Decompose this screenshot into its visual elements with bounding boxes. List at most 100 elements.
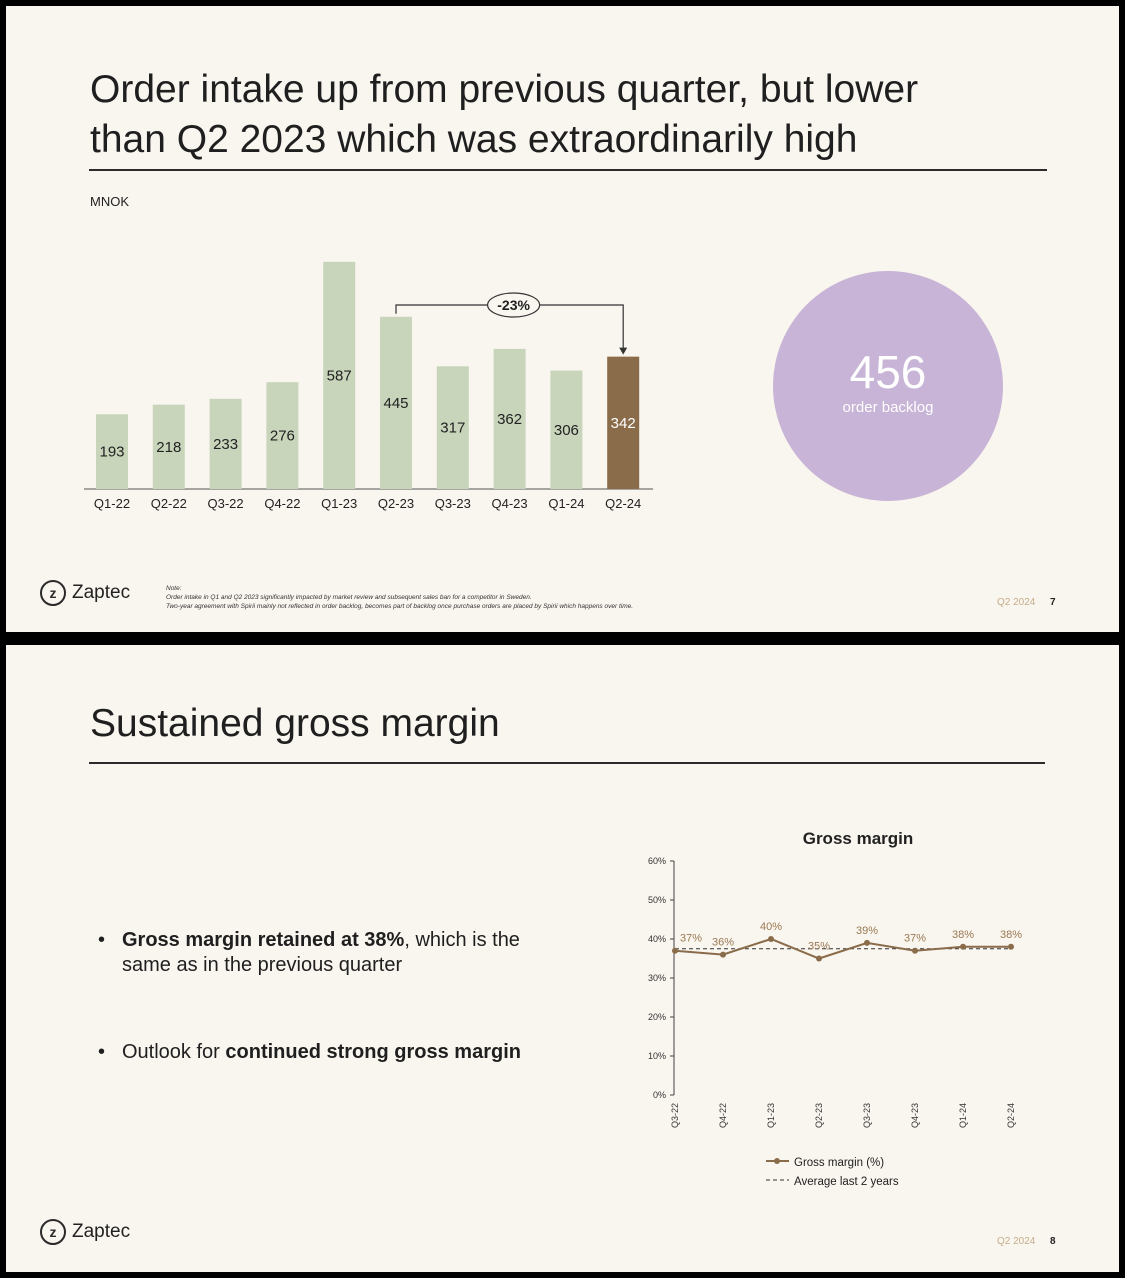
- data-point: [864, 939, 870, 946]
- bullet-item: • Gross margin retained at 38%, which is…: [98, 928, 568, 978]
- bar: [380, 316, 412, 489]
- x-tick-label: Q3-23: [862, 1103, 872, 1128]
- bar-value-label: 317: [440, 420, 465, 437]
- annotation-badge: [487, 292, 541, 318]
- data-point: [816, 955, 822, 962]
- footer-date: Q2 2024: [997, 597, 1036, 608]
- x-tick-label: Q4-23: [910, 1103, 920, 1128]
- y-tick-label: 0%: [653, 1090, 666, 1100]
- y-tick-label: 20%: [648, 1012, 666, 1022]
- bar-value-label: 445: [383, 395, 408, 412]
- x-tick-label: Q2-23: [814, 1103, 824, 1128]
- bullet-dot: •: [98, 1041, 106, 1063]
- data-label: 36%: [712, 937, 734, 949]
- x-tick-label: Q1-24: [958, 1103, 968, 1128]
- footer-date: Q2 2024: [997, 1236, 1036, 1247]
- x-tick-label: Q3-22: [670, 1103, 680, 1128]
- data-label: 39%: [856, 925, 878, 937]
- zaptec-logo-icon: z: [40, 580, 66, 606]
- data-point: [672, 947, 678, 954]
- x-tick-label: Q1-23: [321, 496, 357, 511]
- bar: [209, 398, 242, 489]
- gross-margin-chart: Gross margin 0% 10% 20% 30% 40% 50% 60% Q3-22 Q4-…: [648, 829, 1022, 1188]
- y-tick-label: 50%: [648, 895, 666, 905]
- y-tick-label: 60%: [648, 856, 666, 866]
- zaptec-logo: z Zaptec: [40, 1219, 130, 1245]
- annotation-arrowhead: [619, 347, 628, 355]
- slide-order-intake: Order intake up from previous quarter, b…: [6, 6, 1119, 632]
- bar-value-label: 276: [270, 428, 295, 445]
- bullet-bold: continued strong gross margin: [225, 1041, 521, 1063]
- bar: [266, 382, 299, 489]
- slide-gross-margin: Sustained gross margin • Gross margin re…: [6, 645, 1119, 1272]
- x-tick-label: Q4-22: [264, 496, 300, 511]
- footnote: Note: Order intake in Q1 and Q2 2023 sig…: [166, 584, 633, 611]
- bar-value-label: 233: [213, 436, 238, 453]
- title-divider: [89, 169, 1047, 171]
- legend-marker: [774, 1158, 780, 1164]
- note-heading: Note:: [166, 585, 182, 592]
- bar-value-label: 587: [327, 367, 352, 384]
- slide-title: Order intake up from previous quarter, b…: [90, 65, 918, 165]
- page-number: 7: [1050, 597, 1056, 608]
- bullet-list: • Gross margin retained at 38%, which is…: [98, 928, 568, 1065]
- annotation-label: -23%: [497, 297, 530, 313]
- x-tick-label: Q4-22: [718, 1103, 728, 1128]
- bar-value-label: 342: [611, 415, 636, 432]
- bar: [152, 404, 185, 489]
- title-divider: [89, 762, 1045, 764]
- x-tick-label: Q1-23: [766, 1103, 776, 1128]
- x-tick-label: Q4-23: [492, 496, 528, 511]
- note-line-2: Two-year agreement with Spirii mainly no…: [166, 603, 634, 610]
- y-tick-label: 30%: [648, 973, 666, 983]
- title-line-1: Order intake up from previous quarter, b…: [90, 68, 919, 111]
- bar: [436, 366, 469, 489]
- bar: [323, 261, 356, 489]
- x-tick-label: Q2-24: [605, 496, 641, 511]
- y-tick-label: 40%: [648, 934, 666, 944]
- bar-value-label: 218: [156, 439, 181, 456]
- slide-title: Sustained gross margin: [90, 702, 500, 745]
- bullet-bold: Gross margin retained at 38%: [122, 929, 405, 951]
- bar: [96, 414, 128, 489]
- data-point: [912, 947, 918, 954]
- x-tick-label: Q3-23: [435, 496, 471, 511]
- gross-margin-line: [674, 937, 1011, 960]
- x-tick-label: Q2-23: [378, 496, 414, 511]
- data-label: 38%: [1000, 929, 1022, 941]
- data-label: 40%: [760, 921, 782, 933]
- bullet-item: • Outlook for continued strong gross mar…: [98, 1040, 568, 1065]
- x-tick-label: Q1-22: [94, 496, 130, 511]
- zaptec-logo: z Zaptec: [40, 580, 130, 606]
- bar: [607, 356, 640, 489]
- legend-label: Gross margin (%): [794, 1157, 884, 1169]
- backlog-circle: 456 order backlog: [773, 271, 1003, 501]
- chart-title: Gross margin: [803, 829, 914, 848]
- x-tick-label: Q2-24: [1006, 1103, 1016, 1128]
- data-point: [1008, 943, 1014, 950]
- backlog-label: order backlog: [842, 398, 934, 416]
- bar: [550, 370, 583, 489]
- bullet-dot: •: [98, 929, 106, 951]
- backlog-value: 456: [849, 345, 927, 398]
- data-point: [960, 943, 966, 950]
- bar-value-label: 306: [554, 422, 579, 439]
- data-label: 37%: [904, 933, 926, 945]
- order-intake-chart: 193 Q1-22 218 Q2-22 233 Q3-22 276 Q4-22 587 Q1-23…: [84, 261, 653, 511]
- x-tick-label: Q1-24: [548, 496, 584, 511]
- note-line-1: Order intake in Q1 and Q2 2023 significa…: [166, 594, 532, 601]
- zaptec-logo-icon: z: [40, 1219, 66, 1245]
- data-point: [720, 951, 726, 958]
- bar-value-label: 193: [99, 444, 124, 461]
- y-tick-label: 10%: [648, 1051, 666, 1061]
- logo-text: Zaptec: [72, 582, 131, 603]
- legend-label: Average last 2 years: [794, 1176, 899, 1188]
- data-point: [768, 936, 774, 942]
- x-tick-label: Q3-22: [208, 496, 244, 511]
- logo-text: Zaptec: [72, 1221, 131, 1242]
- unit-label: MNOK: [90, 194, 129, 209]
- data-label: 38%: [952, 929, 974, 941]
- page-number: 8: [1050, 1236, 1056, 1247]
- data-label: 37%: [680, 933, 702, 945]
- data-label: 35%: [808, 941, 830, 953]
